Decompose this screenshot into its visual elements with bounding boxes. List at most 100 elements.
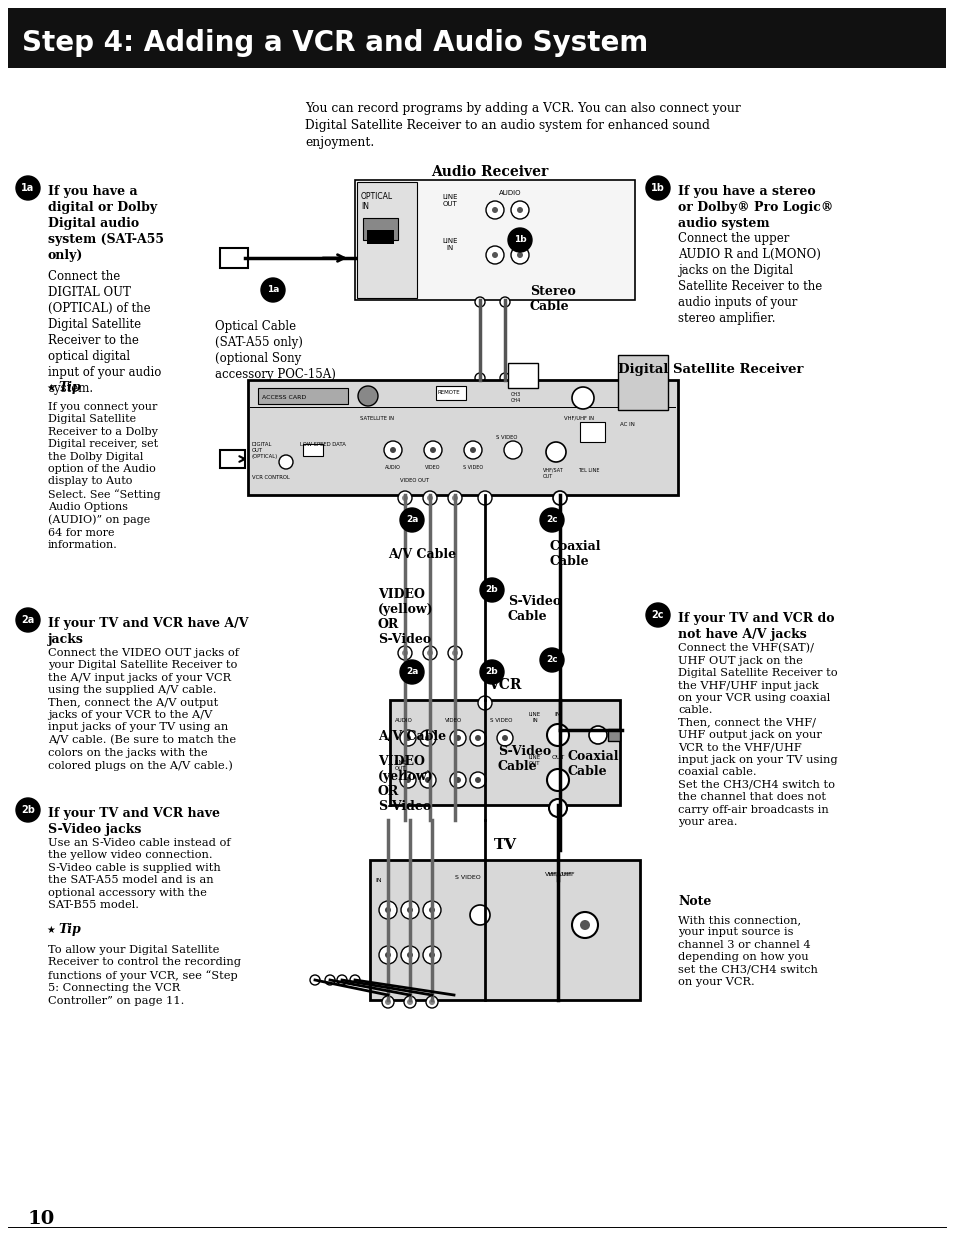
Circle shape xyxy=(503,441,521,459)
Text: S-Video
Cable: S-Video Cable xyxy=(507,595,560,622)
Text: Tip: Tip xyxy=(58,924,81,936)
Bar xyxy=(355,180,635,300)
Circle shape xyxy=(419,772,436,788)
Bar xyxy=(507,363,537,388)
Circle shape xyxy=(572,387,594,409)
Text: S VIDEO: S VIDEO xyxy=(455,876,480,881)
Circle shape xyxy=(336,974,347,986)
Circle shape xyxy=(475,373,484,383)
Text: AUDIO: AUDIO xyxy=(385,466,400,471)
Text: Digital Satellite Receiver: Digital Satellite Receiver xyxy=(618,363,802,375)
Text: ACCESS CARD: ACCESS CARD xyxy=(262,395,306,400)
Text: CH3
CH4: CH3 CH4 xyxy=(511,391,520,403)
Text: 2a: 2a xyxy=(405,515,417,525)
Text: REMOTE: REMOTE xyxy=(437,390,460,395)
Circle shape xyxy=(422,646,436,659)
Text: If you have a
digital or Dolby
Digital audio
system (SAT-A55
only): If you have a digital or Dolby Digital a… xyxy=(48,185,164,262)
Circle shape xyxy=(261,278,285,303)
Circle shape xyxy=(401,650,408,656)
Circle shape xyxy=(448,646,461,659)
Text: VHF/UHF: VHF/UHF xyxy=(547,872,575,877)
Circle shape xyxy=(385,999,391,1005)
Circle shape xyxy=(539,648,563,672)
Text: Connect the VIDEO OUT jacks of
your Digital Satellite Receiver to
the A/V input : Connect the VIDEO OUT jacks of your Digi… xyxy=(48,648,239,771)
Circle shape xyxy=(325,974,335,986)
Text: AC IN: AC IN xyxy=(619,422,634,427)
Bar xyxy=(257,388,348,404)
Text: Note: Note xyxy=(678,895,711,908)
Text: S VIDEO: S VIDEO xyxy=(462,466,482,471)
Circle shape xyxy=(501,735,507,741)
Circle shape xyxy=(485,246,503,264)
Circle shape xyxy=(385,952,391,958)
Circle shape xyxy=(450,730,465,746)
Circle shape xyxy=(470,772,485,788)
Circle shape xyxy=(546,769,568,790)
Text: 1a: 1a xyxy=(267,285,279,294)
Circle shape xyxy=(16,177,40,200)
Text: VCR CONTROL: VCR CONTROL xyxy=(252,475,290,480)
Circle shape xyxy=(572,911,598,939)
Circle shape xyxy=(497,730,513,746)
Circle shape xyxy=(427,650,433,656)
Circle shape xyxy=(499,373,510,383)
Text: S VIDEO: S VIDEO xyxy=(496,435,517,440)
Text: 2b: 2b xyxy=(485,585,497,594)
Circle shape xyxy=(405,735,411,741)
Text: To allow your Digital Satellite
Receiver to control the recording
functions of y: To allow your Digital Satellite Receiver… xyxy=(48,945,241,1005)
Circle shape xyxy=(429,999,435,1005)
Circle shape xyxy=(422,946,440,965)
Circle shape xyxy=(350,974,359,986)
Text: 2c: 2c xyxy=(651,610,663,620)
Text: TEL LINE: TEL LINE xyxy=(578,468,598,473)
Circle shape xyxy=(452,495,457,501)
Circle shape xyxy=(407,952,413,958)
Text: If your TV and VCR have A/V
jacks: If your TV and VCR have A/V jacks xyxy=(48,618,248,646)
Circle shape xyxy=(492,252,497,258)
Circle shape xyxy=(499,296,510,308)
Text: If you have a stereo
or Dolby® Pro Logic®
audio system: If you have a stereo or Dolby® Pro Logic… xyxy=(678,185,833,230)
Text: VCR: VCR xyxy=(488,678,521,692)
Text: VHF/SAT
OUT: VHF/SAT OUT xyxy=(542,468,563,479)
Text: Optical Cable
(SAT-A55 only)
(optional Sony
accessory POC-15A): Optical Cable (SAT-A55 only) (optional S… xyxy=(214,320,335,382)
Circle shape xyxy=(405,777,411,783)
Circle shape xyxy=(475,777,480,783)
Bar xyxy=(248,380,678,495)
Text: 1a: 1a xyxy=(21,183,34,193)
Circle shape xyxy=(407,999,413,1005)
Circle shape xyxy=(310,974,319,986)
Text: VIDEO OUT: VIDEO OUT xyxy=(399,478,429,483)
Text: IN: IN xyxy=(554,713,560,718)
Bar xyxy=(607,729,619,741)
Text: S VIDEO: S VIDEO xyxy=(490,718,512,722)
Circle shape xyxy=(381,995,394,1008)
Circle shape xyxy=(16,798,40,823)
Circle shape xyxy=(399,659,423,684)
Circle shape xyxy=(511,201,529,219)
Circle shape xyxy=(424,735,431,741)
Circle shape xyxy=(378,946,396,965)
Circle shape xyxy=(579,920,589,930)
Text: VHF/UHF: VHF/UHF xyxy=(544,872,572,877)
Text: AUDIO: AUDIO xyxy=(498,190,520,196)
Text: 10: 10 xyxy=(28,1210,55,1228)
Circle shape xyxy=(545,442,565,462)
Circle shape xyxy=(384,441,401,459)
Text: A/V Cable: A/V Cable xyxy=(388,548,456,561)
Text: 2a: 2a xyxy=(405,667,417,677)
Circle shape xyxy=(470,730,485,746)
Text: LOW SPEED DATA: LOW SPEED DATA xyxy=(299,442,346,447)
Circle shape xyxy=(546,724,568,746)
Circle shape xyxy=(479,578,503,601)
Circle shape xyxy=(553,492,566,505)
Circle shape xyxy=(511,246,529,264)
Circle shape xyxy=(452,650,457,656)
Text: If you connect your
Digital Satellite
Receiver to a Dolby
Digital receiver, set
: If you connect your Digital Satellite Re… xyxy=(48,403,160,550)
Circle shape xyxy=(426,995,437,1008)
Circle shape xyxy=(645,603,669,627)
Circle shape xyxy=(470,905,490,925)
Circle shape xyxy=(401,495,408,501)
Bar xyxy=(370,860,639,1000)
Circle shape xyxy=(378,902,396,919)
Circle shape xyxy=(539,508,563,532)
